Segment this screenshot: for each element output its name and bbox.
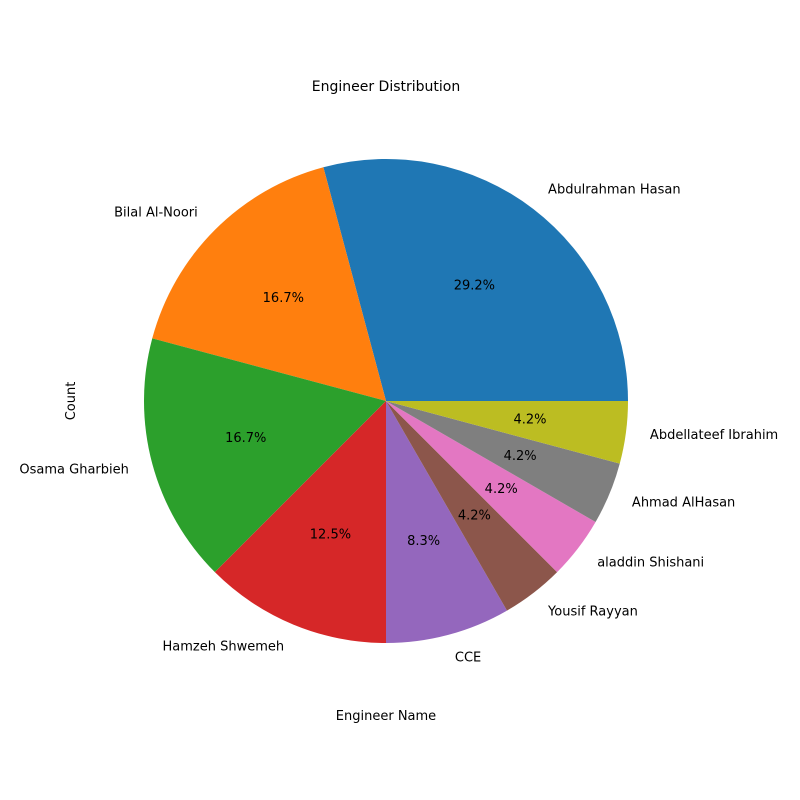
- percent-label-abdulrahman-hasan: 29.2%: [454, 278, 495, 293]
- slice-label-aladdin-shishani: aladdin Shishani: [597, 556, 704, 571]
- slice-label-hamzeh-shwemeh: Hamzeh Shwemeh: [163, 639, 285, 654]
- pie-slice-yousif-rayyan: [386, 401, 558, 611]
- pie-slices: [144, 159, 628, 643]
- pie-slice-aladdin-shishani: [386, 401, 596, 573]
- slice-label-cce: CCE: [455, 651, 481, 666]
- pie-labels: Abdulrahman Hasan 29.2% Bilal Al-Noori 16.7…: [19, 182, 778, 665]
- percent-label-bilal-al-noori: 16.7%: [263, 291, 304, 306]
- pie-slice-abdellateef-ibrahim: [386, 401, 628, 464]
- chart-title: Engineer Distribution: [312, 79, 460, 95]
- slice-label-abdellateef-ibrahim: Abdellateef Ibrahim: [650, 428, 778, 443]
- x-axis-label: Engineer Name: [336, 709, 436, 724]
- pie-slice-osama-gharbieh: [144, 338, 386, 573]
- percent-label-cce: 8.3%: [407, 534, 440, 549]
- slice-label-abdulrahman-hasan: Abdulrahman Hasan: [548, 182, 681, 197]
- percent-label-hamzeh-shwemeh: 12.5%: [310, 528, 351, 543]
- slice-label-yousif-rayyan: Yousif Rayyan: [547, 605, 638, 620]
- percent-label-yousif-rayyan: 4.2%: [458, 509, 491, 524]
- pie-slice-hamzeh-shwemeh: [214, 401, 386, 643]
- slice-label-ahmad-alhasan: Ahmad AlHasan: [632, 495, 735, 510]
- pie-slice-bilal-al-noori: [152, 167, 386, 401]
- slice-label-osama-gharbieh: Osama Gharbieh: [19, 462, 128, 477]
- pie-slice-ahmad-alhasan: [386, 401, 620, 522]
- slice-label-bilal-al-noori: Bilal Al-Noori: [114, 205, 198, 220]
- percent-label-aladdin-shishani: 4.2%: [485, 482, 518, 497]
- percent-label-osama-gharbieh: 16.7%: [225, 431, 266, 446]
- percent-label-abdellateef-ibrahim: 4.2%: [513, 412, 546, 427]
- y-axis-label: Count: [64, 382, 79, 421]
- pie-slice-cce: [386, 401, 507, 643]
- percent-label-ahmad-alhasan: 4.2%: [504, 449, 537, 464]
- pie-slice-abdulrahman-hasan: [323, 159, 628, 401]
